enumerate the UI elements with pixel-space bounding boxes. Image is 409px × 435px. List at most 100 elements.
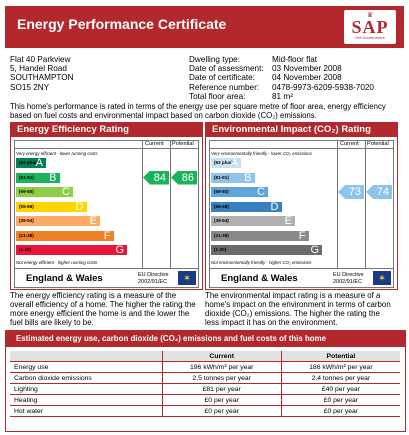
efficiency-current-header: Current <box>145 141 164 147</box>
environment-band-e: (39-54) E <box>211 215 295 227</box>
eu-directive-label: EU Directive 2002/91/EC <box>138 272 169 285</box>
environment-band-a: (92 plus) A <box>211 157 241 169</box>
band-range: (69-80) <box>214 189 229 194</box>
environment-band-g: (1-20) G <box>211 244 322 256</box>
efficiency-band-a: (92 plus) A <box>16 157 46 169</box>
detail-label: Date of assessment: <box>189 64 264 74</box>
page-title: Energy Performance Certificate <box>17 16 227 32</box>
potential-value: £0 per year <box>280 394 400 406</box>
detail-label: Dwelling type: <box>189 55 240 64</box>
band-letter: C <box>62 186 70 198</box>
band-letter: G <box>115 244 124 256</box>
efficiency-bottom-note: Not energy efficient - higher running co… <box>16 260 98 265</box>
address-line-5: SO15 2NY <box>10 82 50 92</box>
environment-band-b: (81-91) B <box>211 171 255 184</box>
efficiency-band-e: (39-54) E <box>16 215 100 227</box>
costs-section: Estimated energy use, carbon dioxide (CO… <box>5 330 406 432</box>
band-range: (39-54) <box>19 218 34 223</box>
property-address: Flat 40 Parkview 5, Handel Road SOUTHAMP… <box>10 55 74 92</box>
band-range: (55-68) <box>214 203 229 209</box>
eu-directive-line: EU Directive <box>138 272 169 278</box>
row-label: Carbon dioxide emissions <box>10 372 163 384</box>
table-row: Energy use 196 kWh/m² per year 186 kWh/m… <box>10 361 400 373</box>
table-row: Lighting £81 per year £40 per year <box>10 383 400 395</box>
environment-top-note: Very environmentally friendly - lower CO… <box>211 151 312 156</box>
environment-potential-header: Potential <box>367 141 389 147</box>
eu-flag-icon: ✶ <box>373 271 391 285</box>
table-row: Carbon dioxide emissions 2.5 tonnes per … <box>10 372 400 384</box>
potential-value: 2.4 tonnes per year <box>280 372 400 384</box>
current-value: 196 kWh/m² per year <box>161 361 282 373</box>
band-range: (92 plus) <box>19 160 38 165</box>
costs-blank-header <box>10 351 163 362</box>
band-letter: E <box>89 215 97 227</box>
eu-directive-line: EU Directive <box>333 272 364 278</box>
reference-number-value: 0478-9973-6209-5938-7020 <box>272 82 374 92</box>
efficiency-description: The energy efficiency rating is a measur… <box>10 291 196 327</box>
band-range: (81-91) <box>19 174 34 180</box>
costs-table: Current Potential Energy use 196 kWh/m² … <box>10 351 400 417</box>
band-letter: E <box>284 215 292 227</box>
environment-band-f: (21-38) F <box>211 229 309 242</box>
sap-logo: ♛ SAP HM Government <box>344 10 396 44</box>
eu-directive-line: 2002/91/EC <box>333 278 363 285</box>
energy-efficiency-title: Energy Efficiency Rating <box>11 123 202 137</box>
costs-title: Estimated energy use, carbon dioxide (CO… <box>6 331 405 347</box>
environment-footer: England & Wales EU Directive 2002/91/EC … <box>209 268 394 289</box>
current-value: 2.5 tonnes per year <box>161 372 282 384</box>
table-row: Heating £0 per year £0 per year <box>10 394 400 406</box>
band-range: (69-80) <box>19 189 34 194</box>
efficiency-band-b: (81-91) B <box>16 171 60 184</box>
band-letter: C <box>257 186 265 198</box>
potential-value: 186 kWh/m² per year <box>280 361 400 373</box>
region-label: England & Wales <box>221 273 298 284</box>
environment-band-c: (69-80) C <box>211 186 268 198</box>
table-row: Hot water £0 per year £0 per year <box>10 405 400 417</box>
row-label: Heating <box>10 394 163 406</box>
certificate-date-value: 04 November 2008 <box>272 73 342 83</box>
sap-logo-text: SAP <box>351 17 389 37</box>
band-range: (92 plus) <box>214 160 233 165</box>
environment-current-header: Current <box>340 141 359 147</box>
environmental-impact-panel: Environmental Impact (CO₂) Rating Curren… <box>205 122 398 290</box>
band-letter: F <box>103 229 111 242</box>
sap-logo-subtext: HM Government <box>355 35 385 40</box>
assessment-date-value: 03 November 2008 <box>272 64 342 74</box>
band-letter: B <box>244 171 252 184</box>
row-label: Hot water <box>10 405 163 417</box>
band-letter: F <box>298 229 306 242</box>
efficiency-potential-header: Potential <box>172 141 194 147</box>
environment-bottom-note: Not environmentally friendly - higher CO… <box>211 260 312 265</box>
efficiency-band-g: (1-20) G <box>16 244 127 256</box>
band-letter: D <box>75 200 84 213</box>
potential-value: £0 per year <box>280 405 400 417</box>
band-letter: B <box>49 171 57 184</box>
address-line-2: 5, Handel Road <box>10 64 67 74</box>
band-range: (21-38) <box>214 232 229 238</box>
costs-current-header: Current <box>161 351 282 362</box>
environment-band-d: (55-68) D <box>211 201 282 213</box>
address-line-4: SOUTHAMPTON <box>10 73 74 83</box>
crown-icon: ♛ <box>366 12 374 19</box>
band-range: (21-38) <box>19 232 34 238</box>
certificate-header: Energy Performance Certificate ♛ SAP HM … <box>5 6 404 48</box>
row-label: Energy use <box>10 361 163 373</box>
efficiency-band-c: (69-80) C <box>16 186 73 198</box>
band-range: (39-54) <box>214 218 229 223</box>
environment-description: The environmental impact rating is a mea… <box>205 291 391 327</box>
detail-label: Reference number: <box>189 82 260 92</box>
detail-label: Date of certificate: <box>189 73 255 83</box>
details-labels: Dwelling type: Date of assessment: Date … <box>189 55 264 101</box>
band-range: (1-20) <box>19 247 32 252</box>
costs-potential-header: Potential <box>280 351 400 362</box>
current-value: £81 per year <box>161 383 282 395</box>
environment-current-rating: 73 <box>338 185 364 199</box>
band-letter: G <box>310 244 319 256</box>
region-label: England & Wales <box>26 273 103 284</box>
band-range: (81-91) <box>214 174 229 180</box>
address-line-1: Flat 40 Parkview <box>10 55 71 64</box>
eu-flag-icon: ✶ <box>178 271 196 285</box>
efficiency-band-f: (21-38) F <box>16 229 114 242</box>
detail-label: Total floor area: <box>189 91 246 101</box>
band-letter: A <box>230 157 238 169</box>
